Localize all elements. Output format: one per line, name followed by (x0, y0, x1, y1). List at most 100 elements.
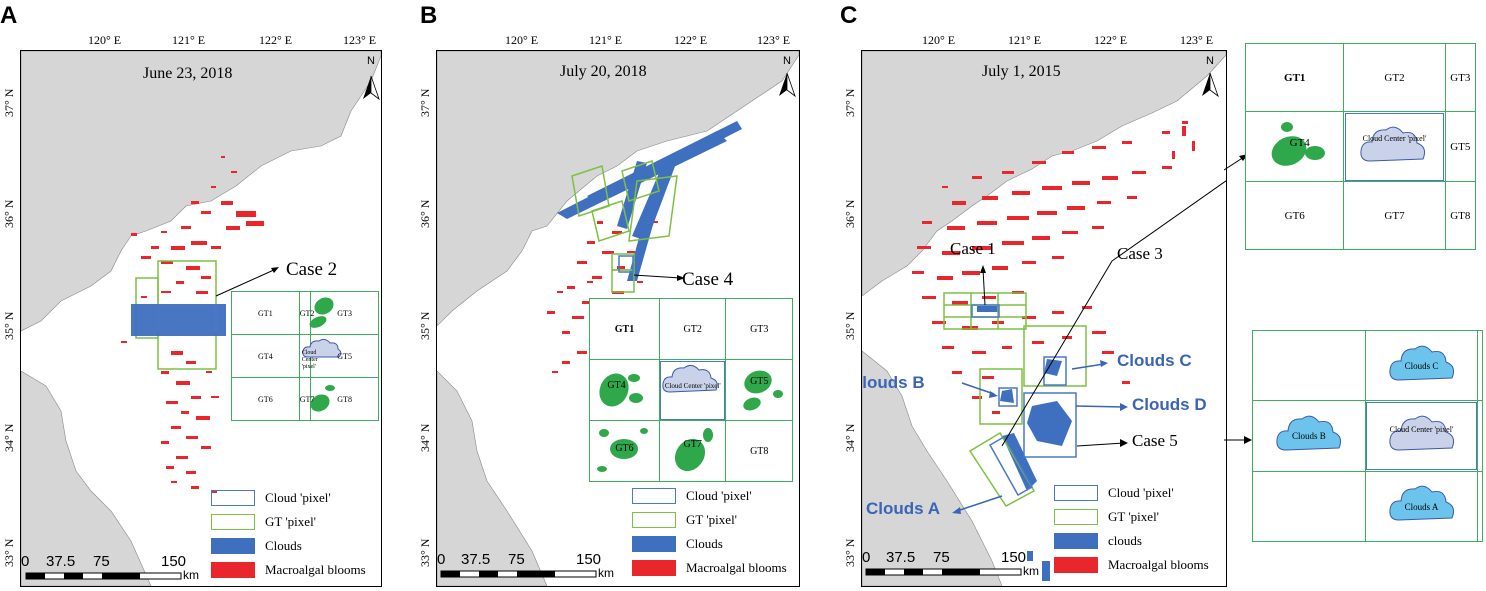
case-label: Case 5 (1132, 431, 1178, 450)
grid-label: GT4 (1289, 137, 1310, 149)
grid-label: GT1 (1284, 71, 1306, 84)
clouds (977, 306, 1072, 581)
scale-label: 75 (93, 553, 110, 570)
grid-label: GT5 (750, 376, 769, 387)
scale-bar (440, 570, 597, 578)
cloud-icon (1388, 345, 1454, 381)
scale-unit: km (1023, 564, 1039, 578)
grid-cell: Clouds C (1364, 329, 1479, 402)
grid-label: GT1 (614, 323, 635, 335)
grid-label: GT2 (299, 309, 315, 318)
map-c-svg (862, 51, 1226, 586)
case3-grid: GT1 GT2 GT3 GT4 Cloud Center 'pixel' GT5… (1244, 43, 1477, 250)
grid-cell (1477, 329, 1483, 402)
lon-tick: 123° E (757, 33, 791, 47)
lon-tick: 121° E (589, 33, 623, 47)
grid-cell: GT6 (231, 377, 300, 421)
cloud-label: Clouds D (1132, 395, 1207, 414)
grid-cell: GT8 (725, 420, 793, 482)
scale-label: 37.5 (461, 551, 491, 568)
lon-tick: 122° E (674, 33, 708, 47)
lat-tick: 33° N (843, 538, 857, 567)
land (437, 51, 799, 327)
cloud-label: Clouds A (866, 499, 940, 518)
bloom-blob-icon (674, 428, 713, 472)
lon-tick: 120° E (922, 33, 956, 47)
grid-cell (1477, 400, 1483, 472)
grid-cell: GT3 (310, 291, 379, 335)
macroalgal-blooms (121, 156, 264, 493)
grid-label: GT3 (750, 323, 769, 335)
grid-cell: Clouds B (1252, 400, 1366, 472)
map-date: July 1, 2015 (982, 63, 1061, 80)
grid-label: Cloud Center 'pixel' (1389, 425, 1454, 435)
grid-cell: GT5 (725, 359, 793, 421)
north-label: N (783, 55, 791, 67)
legend-item: Macroalgal blooms (1054, 553, 1209, 577)
grid-label: Cloud Center 'pixel' (301, 350, 318, 370)
grid-label: Clouds C (1404, 361, 1439, 371)
legend-item: Cloud 'pixel' (211, 486, 366, 510)
grid-cell: GT5 (1444, 111, 1477, 182)
cloud-icon (1276, 415, 1341, 451)
grid-label: GT1 (258, 308, 273, 318)
case-arrows (982, 180, 1226, 447)
scale-label: 0 (862, 549, 871, 566)
case-label: Case 4 (682, 269, 734, 290)
grid-label: GT2 (683, 323, 702, 335)
case-arrow (633, 274, 682, 279)
cloud-pixel-boxes (971, 304, 1077, 497)
scale-label: 150 (161, 553, 187, 570)
lat-tick: 37° N (843, 88, 857, 117)
cloud-icon (1388, 485, 1454, 521)
lat-tick: 34° N (418, 423, 432, 452)
grid-label: GT4 (258, 351, 273, 361)
grid-label: GT6 (258, 394, 273, 404)
cloud-label-arrows (956, 363, 1125, 512)
lon-tick: 120° E (505, 33, 539, 47)
north-label: N (1206, 55, 1214, 67)
grid-label: GT4 (607, 380, 626, 391)
lat-tick: 36° N (843, 199, 857, 228)
legend: Cloud 'pixel' GT 'pixel' Clouds Macroalg… (211, 486, 366, 582)
grid-label: GT8 (750, 445, 769, 457)
scale-unit: km (183, 568, 199, 582)
grid-cell (1477, 470, 1483, 543)
cloud-pixel-box (157, 304, 217, 332)
lat-tick: 36° N (2, 199, 16, 228)
lon-tick: 123° E (1180, 33, 1214, 47)
land (21, 370, 152, 586)
gt-pixel-boxes (943, 292, 1087, 507)
grid-cell: GT5 (310, 334, 379, 378)
case-arrow (215, 268, 277, 297)
lon-tick: 122° E (259, 33, 293, 47)
gt-pixel-boxes (571, 160, 678, 293)
lat-tick: 37° N (2, 88, 16, 117)
land (437, 370, 548, 586)
legend-item: Cloud 'pixel' (632, 484, 787, 508)
grid-cell: GT8 (1444, 181, 1477, 250)
cloud-pixel-box (618, 255, 634, 273)
panel-c-letter: C (840, 2, 858, 29)
grid-label: GT8 (337, 394, 352, 404)
legend-item: Cloud 'pixel' (1054, 481, 1209, 505)
grid-cell: GT4 (1244, 111, 1345, 182)
grid-cell: GT3 (725, 298, 793, 360)
scale-label: 0 (21, 553, 30, 570)
grid-label: GT6 (615, 443, 634, 454)
lat-tick: 34° N (843, 423, 857, 452)
scale-bar (25, 572, 182, 580)
grid-cell: GT2 (658, 298, 727, 360)
grid-cell: GT4 (589, 359, 660, 421)
lon-tick: 122° E (1094, 33, 1128, 47)
grid-cell-center: Cloud Center 'pixel' (1364, 400, 1479, 472)
grid-label: GT7 (683, 439, 702, 450)
lat-tick: 37° N (418, 88, 432, 117)
grid-cell: GT3 (1444, 43, 1477, 112)
bloom-blob-icon (599, 373, 643, 407)
north-arrow-icon (363, 75, 380, 101)
north-label: N (367, 55, 375, 67)
grid-label: GT5 (1450, 140, 1471, 153)
legend-item: Macroalgal blooms (211, 558, 366, 582)
arrowheads-black (980, 265, 1128, 447)
